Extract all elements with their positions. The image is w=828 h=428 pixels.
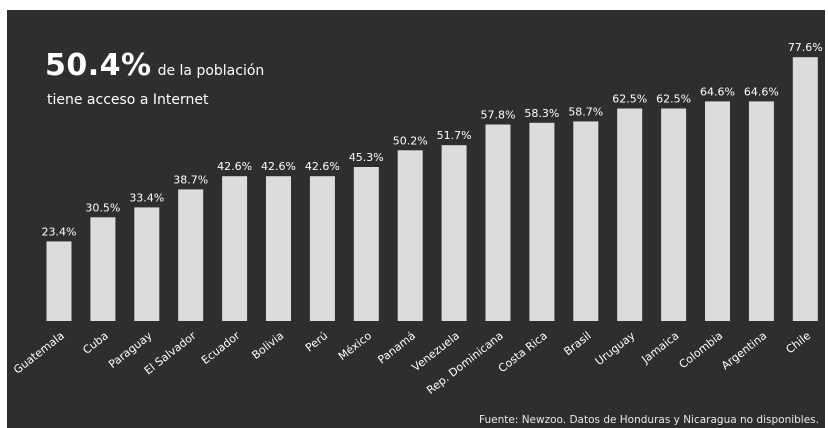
headline-text: de la población <box>157 63 265 79</box>
value-label-13: 62.5% <box>612 93 647 106</box>
bar-11 <box>529 122 555 321</box>
category-label-6: Perú <box>303 329 330 354</box>
value-label-6: 42.6% <box>305 160 340 173</box>
value-label-11: 58.3% <box>524 107 559 120</box>
bar-0 <box>46 241 72 321</box>
value-label-1: 30.5% <box>85 201 120 214</box>
bar-12 <box>573 121 599 322</box>
category-label-4: Ecuador <box>199 329 243 367</box>
value-label-4: 42.6% <box>217 160 252 173</box>
value-label-8: 50.2% <box>393 134 428 147</box>
value-label-3: 38.7% <box>173 173 208 186</box>
value-label-15: 64.6% <box>700 85 735 98</box>
category-label-8: Panamá <box>375 329 418 366</box>
value-label-14: 62.5% <box>656 93 691 106</box>
bar-1 <box>90 217 116 321</box>
category-label-14: Jamaica <box>639 329 682 367</box>
category-label-1: Cuba <box>80 329 110 357</box>
bar-4 <box>222 176 248 321</box>
source-note: Fuente: Newzoo. Datos de Honduras y Nica… <box>479 414 819 426</box>
bar-13 <box>617 108 643 321</box>
category-label-7: México <box>336 329 374 363</box>
category-label-17: Chile <box>783 329 813 356</box>
bar-2 <box>134 207 160 321</box>
value-label-16: 64.6% <box>744 85 779 98</box>
category-label-13: Uruguay <box>593 329 638 368</box>
bar-6 <box>309 176 335 321</box>
bar-14 <box>661 108 687 321</box>
value-label-12: 58.7% <box>568 105 603 118</box>
category-label-15: Colombia <box>677 329 726 371</box>
value-label-17: 77.6% <box>788 41 823 54</box>
bar-10 <box>485 124 511 321</box>
headline: 50.4% de la población <box>45 48 264 83</box>
bar-7 <box>353 167 379 321</box>
bar-3 <box>178 189 204 321</box>
value-label-0: 23.4% <box>42 225 77 238</box>
value-label-9: 51.7% <box>437 129 472 142</box>
category-label-0: Guatemala <box>11 329 67 377</box>
bar-chart: 23.4%Guatemala30.5%Cuba33.4%Paraguay38.7… <box>11 41 823 397</box>
category-label-16: Argentina <box>719 329 769 372</box>
bar-17 <box>792 57 818 321</box>
value-label-5: 42.6% <box>261 160 296 173</box>
bar-16 <box>748 101 774 322</box>
value-label-10: 57.8% <box>481 109 516 122</box>
headline-subtext: tiene acceso a Internet <box>47 92 209 108</box>
category-label-11: Costa Rica <box>496 329 550 375</box>
value-label-2: 33.4% <box>129 191 164 204</box>
bar-8 <box>397 150 423 321</box>
category-label-5: Bolivia <box>249 329 286 362</box>
value-label-7: 45.3% <box>349 151 384 164</box>
chart-panel: 50.4% de la población tiene acceso a Inte… <box>7 10 825 428</box>
headline-percentage: 50.4% <box>45 48 152 83</box>
bar-9 <box>441 145 467 321</box>
category-label-12: Brasil <box>561 329 593 358</box>
bar-5 <box>266 176 291 321</box>
category-label-10: Rep. Dominicana <box>424 329 506 397</box>
bar-15 <box>705 101 730 322</box>
